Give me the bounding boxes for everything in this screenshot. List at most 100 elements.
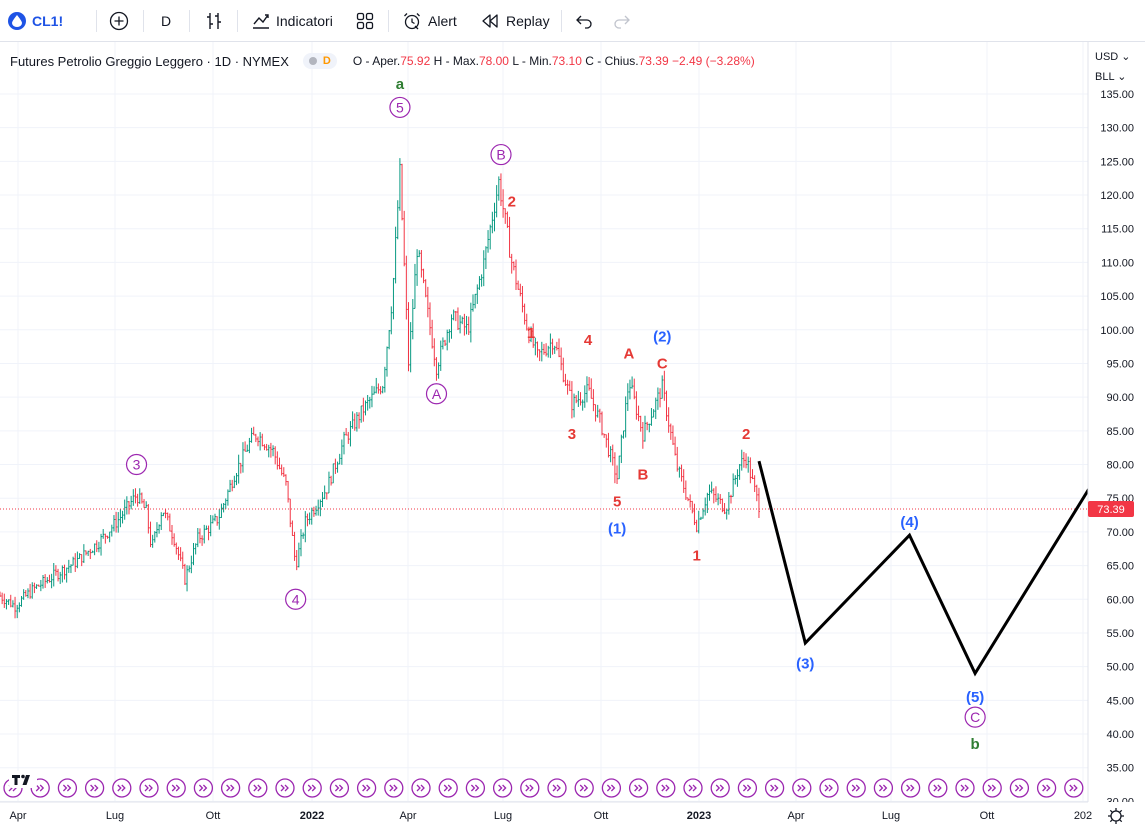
price-scale[interactable]: 135.00 130.00 125.00 120.00 115.00 110.00 105.… [1087,42,1145,808]
indicators-button[interactable]: Indicatori [251,8,333,34]
event-marker-icon[interactable] [57,778,78,798]
wave-label[interactable]: A [432,386,442,402]
event-marker-icon[interactable] [819,778,839,798]
undo-button[interactable] [574,8,594,34]
wave-label[interactable]: (2) [653,328,671,345]
symbol-search-button[interactable]: CL1! [8,8,63,34]
unit-dropdown[interactable]: BLL ⌄ [1095,67,1131,87]
market-status-badge[interactable]: D [302,53,337,69]
tradingview-logo-icon[interactable] [8,768,38,790]
event-marker-icon[interactable] [492,778,513,798]
wave-label[interactable]: 1 [693,547,701,564]
event-marker-icon[interactable] [356,778,377,798]
price-bar [450,314,453,339]
wave-label[interactable]: a [396,76,405,93]
wave-label[interactable]: 5 [613,494,621,511]
wave-label[interactable]: 4 [584,332,593,349]
event-marker-icon[interactable] [846,778,866,798]
chart-type-button[interactable] [204,8,224,34]
wave-label[interactable]: (4) [900,514,918,531]
price-bar [497,176,500,201]
event-marker-icon[interactable] [873,778,894,798]
event-marker-icon[interactable] [764,778,785,798]
event-marker-icon[interactable] [411,778,431,798]
wave-label[interactable]: 2 [742,426,750,443]
event-marker-icon[interactable] [193,778,214,798]
wave-label[interactable]: 3 [568,426,576,443]
wave-label[interactable]: b [971,736,980,753]
price-bar [136,493,139,507]
price-bar [678,466,681,478]
compare-symbol-button[interactable] [109,8,129,34]
wave-label[interactable]: A [624,345,635,362]
event-marker-icon[interactable] [574,778,594,798]
price-bar [560,347,563,371]
redo-button[interactable] [612,8,632,34]
wave-label[interactable]: (1) [608,521,626,538]
event-marker-icon[interactable] [275,778,295,798]
event-marker-icon[interactable] [547,778,567,798]
wave-label[interactable]: 2 [508,194,516,211]
event-marker-icon[interactable] [737,778,758,798]
price-bar [300,529,302,557]
wave-label[interactable]: 3 [133,457,141,473]
close-label: C - Chius. [585,54,639,68]
wave-label[interactable]: (3) [796,655,814,672]
event-marker-icon[interactable] [520,778,540,798]
event-marker-icon[interactable] [982,778,1002,798]
price-tick-label: 110.00 [1101,257,1134,269]
event-marker-icon[interactable] [1036,778,1057,798]
gear-icon [1110,810,1122,822]
event-marker-icon[interactable] [900,778,921,798]
price-chart[interactable]: 5 a 3 4 A B 2 1 4 3 5 (1) A B C (2) 1 2 (3) (4) (5) Cb 135.00… [0,42,1145,832]
wave-label[interactable]: 5 [396,99,404,115]
interval-button[interactable]: D [161,8,171,34]
event-marker-icon[interactable] [1009,778,1030,798]
price-bar [257,436,259,447]
wave-label[interactable]: B [496,147,505,163]
event-marker-icon[interactable] [166,778,186,798]
price-bar [521,285,524,313]
wave-label[interactable]: 1 [527,325,535,342]
wave-label[interactable]: C [657,355,668,372]
price-bar [235,472,238,486]
time-scale[interactable]: Apr Lug Ott 2022 Apr Lug Ott 2023 Apr Lug Ott 202 [0,801,1145,832]
event-marker-icon[interactable] [683,778,703,798]
event-marker-icon[interactable] [220,778,241,798]
event-marker-icon[interactable] [955,778,975,798]
event-marker-icon[interactable] [302,778,322,798]
event-marker-icon[interactable] [710,778,730,798]
event-marker-icon[interactable] [628,778,649,798]
event-marker-icon[interactable] [1064,778,1084,798]
event-marker-icon[interactable] [438,778,458,798]
event-marker-icon[interactable] [248,778,268,798]
event-marker-icon[interactable] [465,778,486,798]
price-bar [519,283,522,297]
price-bar [330,475,333,486]
event-marker-icon[interactable] [656,778,676,798]
price-bar [420,249,423,278]
event-marker-icon[interactable] [792,778,812,798]
wave-label[interactable]: B [637,467,648,484]
event-marker-icon[interactable] [601,778,622,798]
chart-settings-button[interactable] [1108,808,1124,824]
price-bar [345,427,348,436]
price-bar [198,528,201,544]
alert-button[interactable]: Alert [402,8,457,34]
event-marker-icon[interactable] [384,778,404,798]
price-bar [211,515,214,524]
event-marker-icon[interactable] [84,778,105,798]
price-bar [7,599,10,605]
price-bar [175,542,178,555]
wave-label[interactable]: (5) [966,689,984,706]
time-tick-label: Apr [787,810,804,822]
currency-dropdown[interactable]: USD ⌄ [1095,47,1131,67]
event-marker-icon[interactable] [139,778,159,798]
event-marker-icon[interactable] [112,778,132,798]
layouts-button[interactable] [355,8,375,34]
wave-label[interactable]: 4 [292,591,300,607]
event-marker-icon[interactable] [329,778,350,798]
replay-button[interactable]: Replay [480,8,550,34]
event-marker-icon[interactable] [928,778,948,798]
wave-label[interactable]: C [970,709,980,725]
